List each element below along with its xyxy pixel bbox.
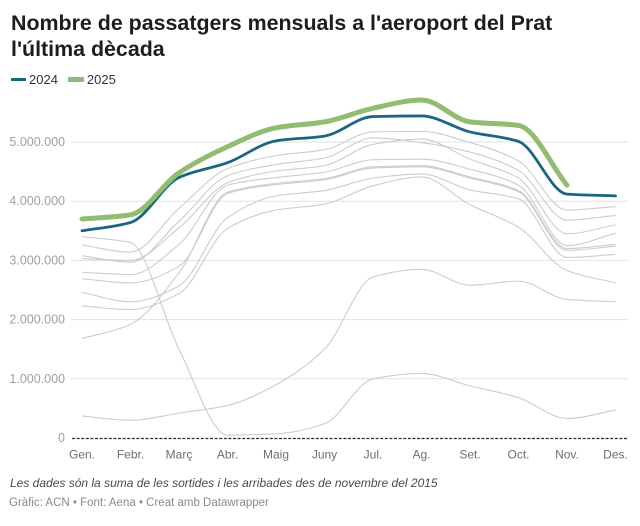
svg-text:Març: Març	[166, 448, 193, 462]
svg-text:2.000.000: 2.000.000	[9, 313, 65, 327]
svg-text:4.000.000: 4.000.000	[9, 194, 65, 208]
svg-text:Gen.: Gen.	[69, 448, 95, 462]
svg-text:Set.: Set.	[459, 448, 480, 462]
svg-text:0: 0	[58, 431, 65, 445]
svg-text:Abr.: Abr.	[217, 448, 238, 462]
svg-text:Jul.: Jul.	[364, 448, 383, 462]
svg-text:3.000.000: 3.000.000	[9, 253, 65, 267]
svg-text:Ag.: Ag.	[412, 448, 430, 462]
svg-text:Febr.: Febr.	[117, 448, 144, 462]
svg-text:Nov.: Nov.	[555, 448, 579, 462]
svg-text:Maig: Maig	[263, 448, 289, 462]
svg-text:Juny: Juny	[312, 448, 337, 462]
svg-text:1.000.000: 1.000.000	[9, 372, 65, 386]
svg-text:5.000.000: 5.000.000	[9, 135, 65, 149]
svg-text:Des.: Des.	[603, 448, 628, 462]
svg-text:Oct.: Oct.	[507, 448, 529, 462]
